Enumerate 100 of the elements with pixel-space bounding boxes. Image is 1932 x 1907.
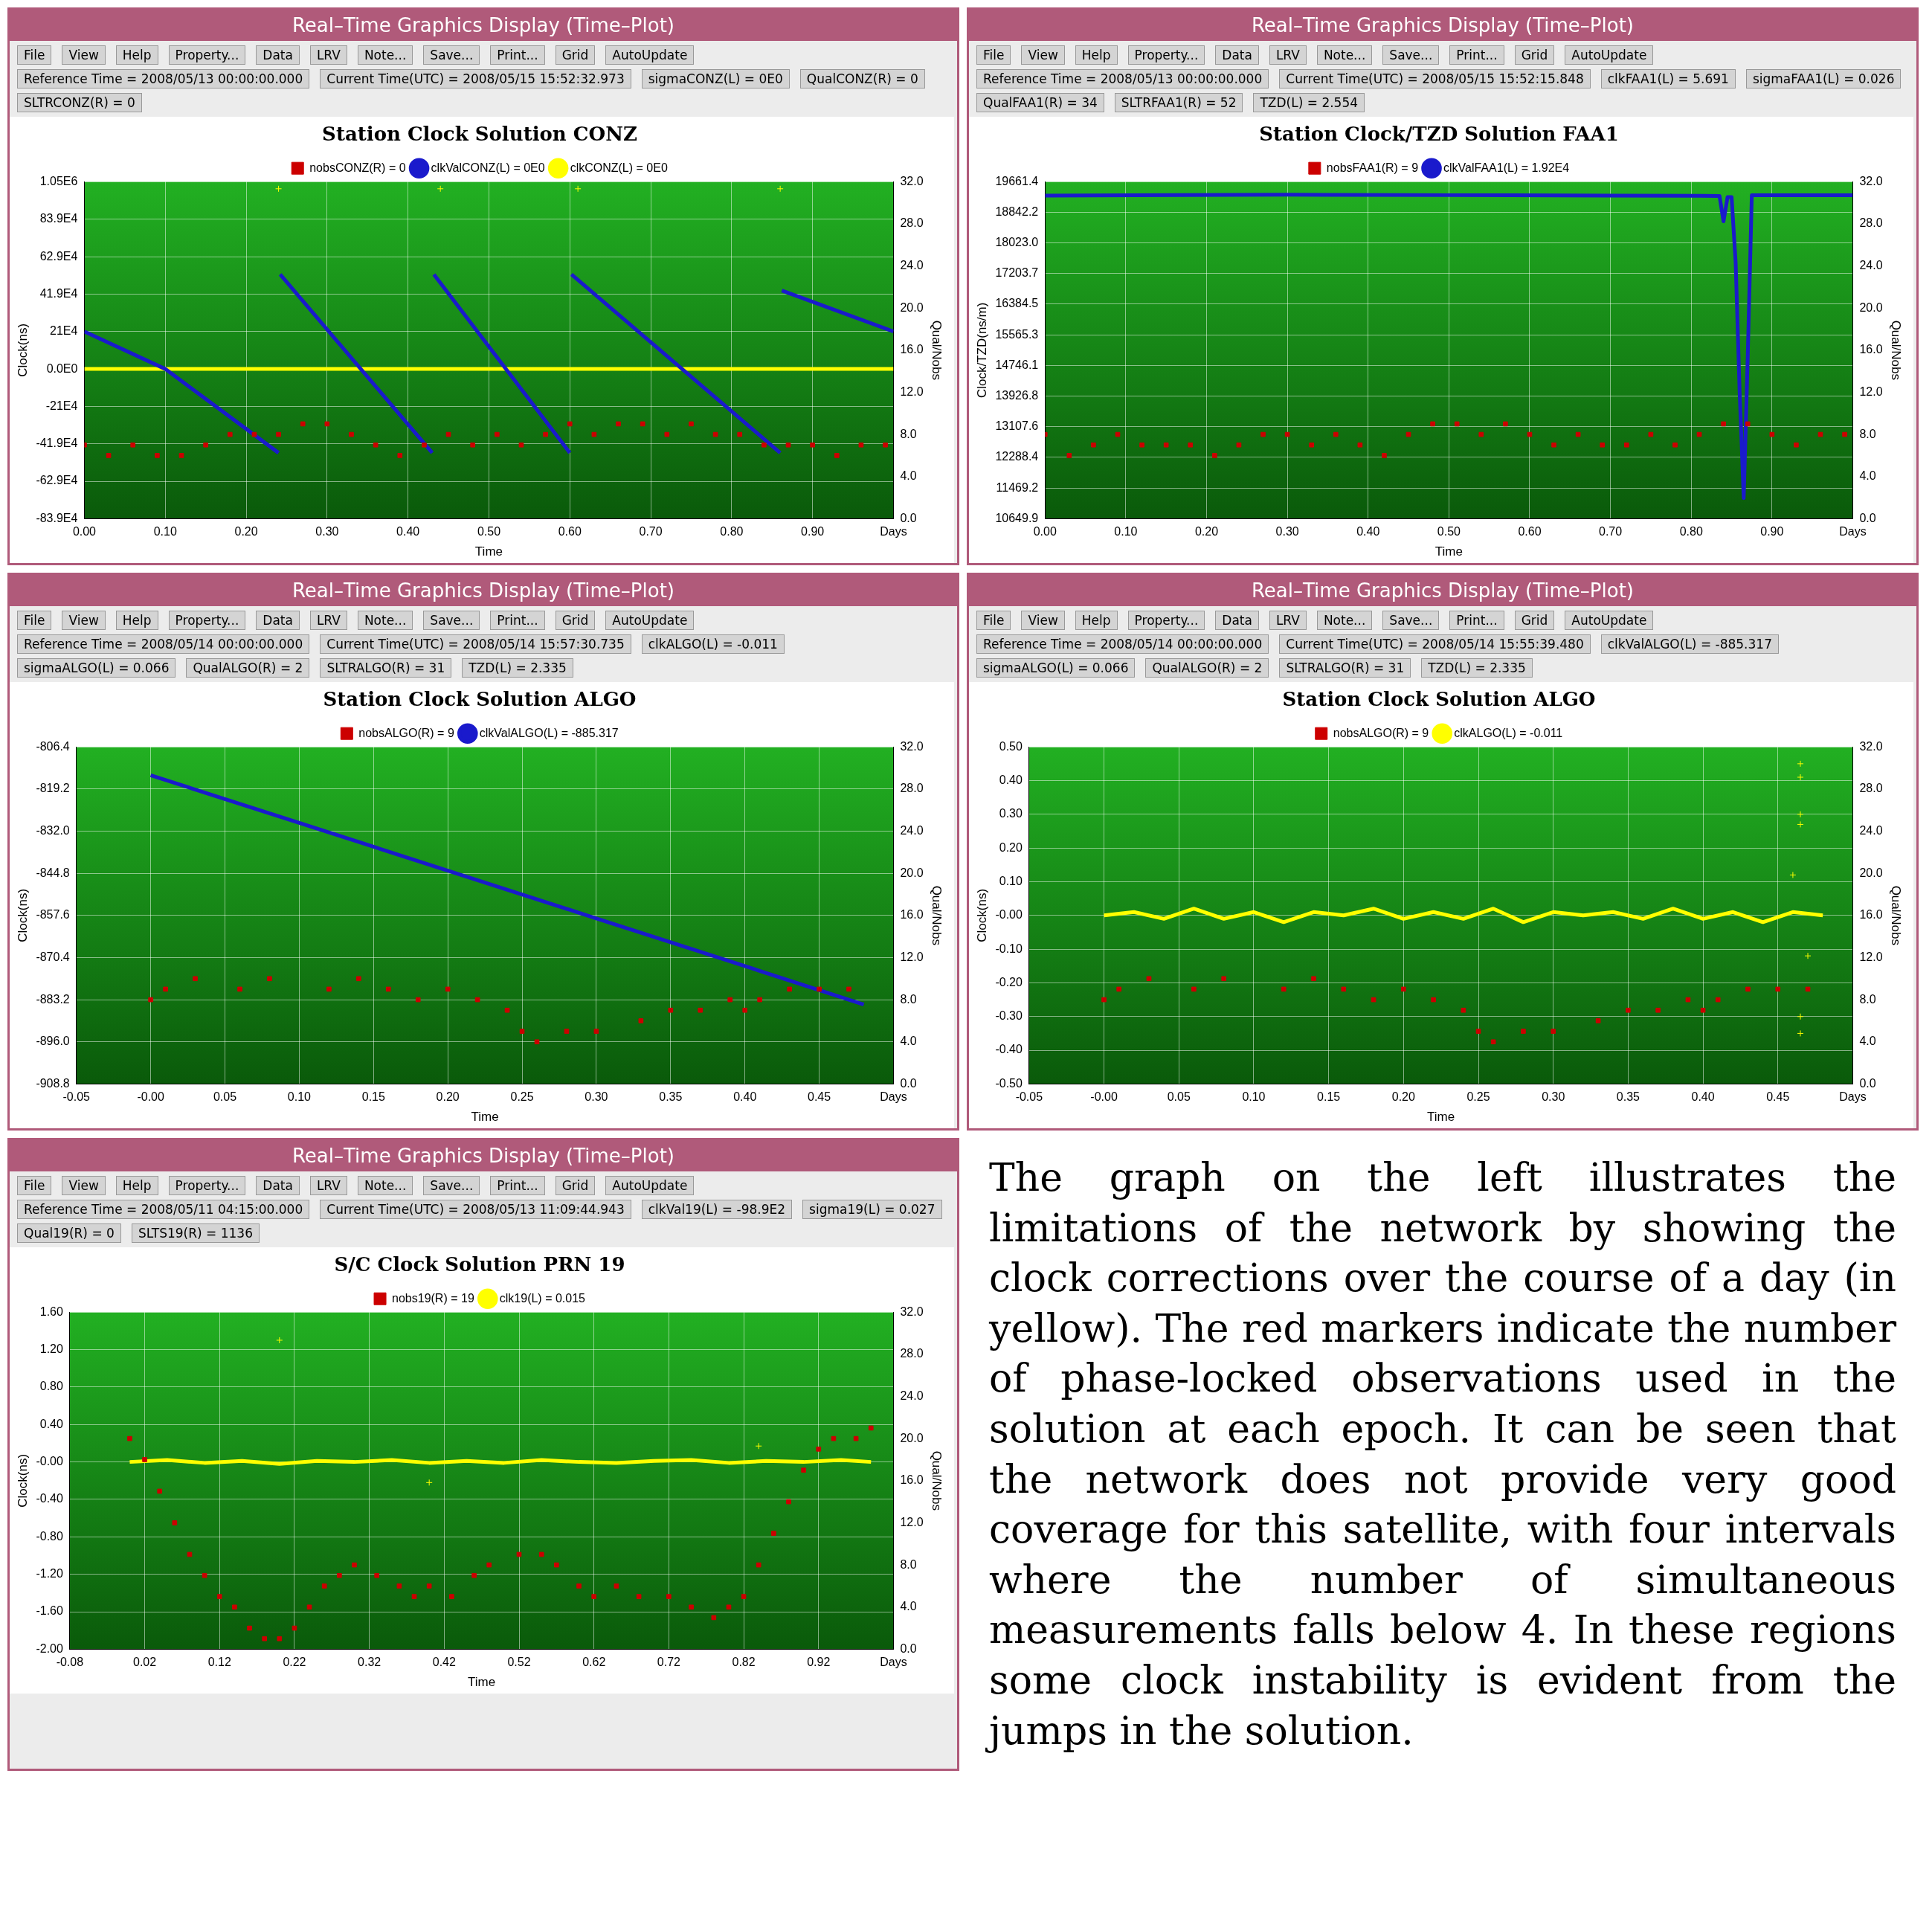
legend-label: nobsALGO(R) = 9 — [1333, 726, 1429, 739]
point — [1503, 421, 1508, 427]
x-axis-title: Time — [471, 1110, 499, 1125]
y2-tick-label: 12.0 — [900, 950, 924, 963]
text: Help — [115, 45, 158, 65]
point — [422, 442, 427, 448]
x-tick-label: 0.90 — [1760, 525, 1784, 538]
chart-title: Station Clock Solution ALGO — [323, 688, 637, 711]
y-tick-label: -832.0 — [36, 823, 70, 837]
y2-axis-title: Qual/Nobs — [1889, 320, 1904, 380]
text: sigmaALGO(L) = 0.066 — [17, 658, 176, 678]
text: sigmaFAA1(L) = 0.026 — [1745, 69, 1902, 89]
point — [1236, 442, 1242, 448]
point — [106, 453, 112, 458]
y-tick-label: -883.2 — [36, 992, 70, 1006]
text: clkALGO(L) = -0.011 — [641, 634, 785, 654]
point — [306, 1604, 312, 1610]
point — [756, 1562, 761, 1568]
y-tick-label: -1.60 — [36, 1604, 63, 1618]
point — [1371, 997, 1376, 1003]
point — [1672, 442, 1678, 448]
point — [415, 997, 421, 1003]
y2-tick-label: 20.0 — [1859, 300, 1883, 314]
text: Current Time(UTC) = 2008/05/14 15:57:30.735 — [320, 634, 631, 654]
point — [425, 1479, 433, 1486]
point — [742, 1007, 748, 1013]
point — [1188, 442, 1194, 448]
text: sigmaALGO(L) = 0.066 — [976, 658, 1136, 678]
y2-tick-label: 20.0 — [900, 300, 924, 314]
y2-tick-label: 4.0 — [900, 1600, 917, 1613]
y2-tick-label: 32.0 — [900, 1305, 924, 1318]
y-axis-title: Clock(ns) — [15, 323, 30, 377]
point — [1797, 1013, 1804, 1020]
text: Qual19(R) = 0 — [17, 1223, 121, 1243]
legend-label: nobsALGO(R) = 9 — [358, 726, 454, 739]
text: Note... — [1316, 45, 1373, 65]
y2-tick-label: 12.0 — [900, 385, 924, 398]
y2-tick-label: 4.0 — [900, 1035, 917, 1048]
text: Property... — [1127, 45, 1205, 65]
point — [374, 1572, 380, 1578]
y2-tick-label: 32.0 — [1859, 739, 1883, 753]
text: Property... — [1127, 611, 1205, 630]
point — [355, 976, 361, 982]
y2-axis-title: Qual/Nobs — [930, 320, 944, 380]
text: Reference Time = 2008/05/13 00:00:00.000 — [976, 69, 1269, 89]
x-tick-label: 0.50 — [477, 525, 501, 538]
y2-tick-label: 28.0 — [1859, 216, 1883, 230]
point — [1648, 431, 1654, 437]
x-tick-label: Days — [1839, 1090, 1867, 1104]
x-tick-label: 0.40 — [396, 525, 420, 538]
point — [640, 421, 645, 427]
point — [516, 1551, 522, 1557]
point — [426, 1583, 432, 1589]
x-tick-label: 0.45 — [808, 1090, 831, 1104]
x-tick-label: 0.10 — [1114, 525, 1138, 538]
point — [1221, 976, 1226, 982]
point — [178, 453, 184, 458]
x-tick-label: Days — [880, 1656, 907, 1669]
x-tick-label: 0.20 — [1391, 1090, 1415, 1104]
text: Data — [1215, 611, 1259, 630]
point — [518, 442, 524, 448]
text: View — [62, 611, 106, 630]
x-tick-label: 0.12 — [207, 1656, 231, 1669]
text: View — [1021, 45, 1065, 65]
x-tick-label: 0.32 — [358, 1656, 381, 1669]
chart-subtitle: Real–Time Graphics Display (Time–Plot) — [969, 10, 1916, 41]
y-tick-label: -844.8 — [36, 866, 70, 879]
point — [1461, 1007, 1466, 1013]
y2-tick-label: 8.0 — [900, 1557, 917, 1571]
point — [689, 1604, 694, 1610]
text: Property... — [168, 1176, 246, 1195]
text: sigmaCONZ(L) = 0E0 — [641, 69, 790, 89]
text: Property... — [168, 45, 246, 65]
y2-axis-title: Qual/Nobs — [930, 885, 944, 945]
y-tick-label: 18023.0 — [995, 236, 1039, 248]
chart-title: Station Clock Solution ALGO — [1282, 688, 1596, 711]
point — [127, 1435, 132, 1441]
point — [1842, 431, 1847, 437]
point — [1454, 421, 1460, 427]
text: TZD(L) = 2.335 — [1421, 658, 1533, 678]
text: Help — [1075, 45, 1118, 65]
point — [155, 453, 160, 458]
point — [1626, 1007, 1631, 1013]
x-tick-label: 0.15 — [361, 1090, 385, 1104]
point — [1789, 871, 1797, 878]
y-tick-label: 0.80 — [39, 1380, 63, 1393]
point — [567, 421, 573, 427]
point — [1797, 820, 1804, 828]
text: Save... — [1382, 45, 1440, 65]
point — [591, 1594, 597, 1599]
text: Current Time(UTC) = 2008/05/14 15:55:39.480 — [1279, 634, 1591, 654]
point — [1769, 431, 1775, 437]
x-tick-label: 0.20 — [234, 525, 258, 538]
point — [373, 442, 379, 448]
point — [163, 986, 168, 992]
point — [474, 997, 480, 1003]
legend-label: nobsFAA1(R) = 9 — [1326, 161, 1419, 174]
text: SLTRALGO(R) = 31 — [320, 658, 452, 678]
y2-tick-label: 28.0 — [900, 782, 924, 795]
point — [1804, 952, 1812, 959]
